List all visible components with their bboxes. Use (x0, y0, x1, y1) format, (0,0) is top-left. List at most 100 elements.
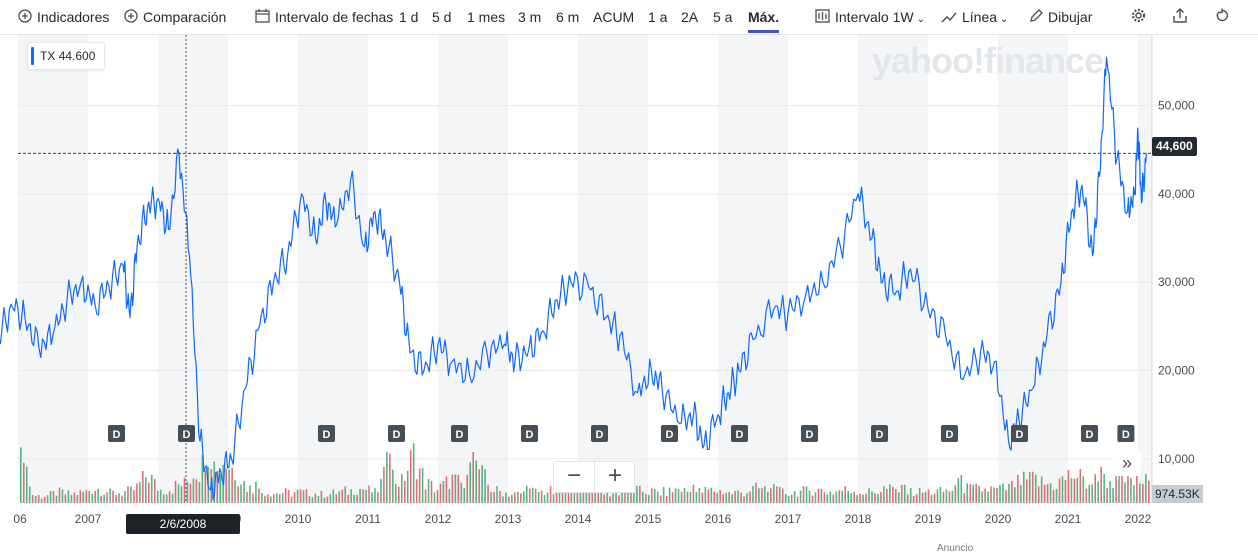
zoom-in-button[interactable]: + (594, 462, 635, 492)
volume-bar (906, 494, 909, 503)
legend-value: 44.600 (58, 49, 96, 63)
interval-button[interactable]: Intervalo 1W ⌄ (815, 0, 925, 34)
volume-bar (341, 489, 344, 503)
range-5d[interactable]: 5 d (432, 9, 452, 25)
dividend-label: D (393, 429, 401, 441)
series-legend[interactable]: TX 44.600 (27, 42, 106, 70)
range-3m[interactable]: 3 m (518, 9, 542, 25)
dividend-marker: D (731, 425, 748, 442)
indicators-button[interactable]: Indicadores (18, 0, 109, 34)
dividend-marker: D (801, 425, 818, 442)
volume-bar (999, 485, 1001, 503)
dividend-marker: D (178, 425, 195, 442)
volume-bar (645, 494, 647, 503)
range-1a[interactable]: 1 a (648, 9, 668, 25)
volume-bar (165, 494, 168, 503)
range-1d[interactable]: 1 d (399, 9, 419, 25)
range-6m[interactable]: 6 m (556, 9, 580, 25)
volume-bar (472, 452, 474, 503)
volume-bar (1100, 466, 1102, 503)
range-1mes[interactable]: 1 mes (467, 9, 506, 25)
volume-bar (37, 494, 40, 503)
comparison-button[interactable]: Comparación (124, 0, 226, 34)
volume-bar (139, 481, 141, 503)
volume-bar (20, 447, 22, 503)
y-tick-label: 40,000 (1158, 187, 1195, 201)
volume-bar (505, 492, 507, 503)
dividend-label: D (1086, 429, 1094, 441)
date-range-label: Intervalo de fechas (275, 9, 394, 25)
volume-bar (787, 496, 790, 503)
volume-bar (58, 487, 61, 503)
volume-bar (177, 484, 180, 503)
volume-bar (1040, 476, 1043, 503)
dividend-marker: D (871, 425, 888, 442)
dividend-badge (1081, 425, 1098, 442)
volume-bar (743, 496, 745, 503)
volume-bar (856, 495, 858, 503)
volume-bar (514, 492, 516, 503)
volume-bar (389, 453, 391, 503)
volume-bar (171, 493, 174, 503)
volume-bar (585, 483, 588, 503)
volume-bar (719, 490, 722, 503)
volume-bar (460, 482, 463, 503)
share-button[interactable] (1173, 0, 1192, 34)
volume-bar (448, 489, 451, 503)
volume-bar (34, 495, 37, 503)
volume-bar (487, 484, 489, 503)
volume-bar (918, 487, 921, 503)
range-5a[interactable]: 5 a (713, 9, 733, 25)
chart-type-button[interactable]: Línea ⌄ (941, 0, 1008, 34)
range-2a[interactable]: 2A (681, 9, 699, 25)
volume-bar (225, 468, 227, 503)
volume-bar (1020, 485, 1022, 503)
volume-bar (1139, 483, 1141, 503)
volume-bar (817, 488, 820, 503)
volume-bar (1037, 486, 1040, 503)
volume-bar (451, 474, 454, 503)
x-tick-label: 2020 (985, 512, 1012, 526)
volume-bar (508, 496, 510, 503)
dividend-label: D (946, 429, 954, 441)
volume-bar (115, 494, 117, 503)
volume-bar (308, 496, 311, 503)
price-chart[interactable]: D D D D D D D D D D D D D D D 10,000 20,000 30,000 40,000… (0, 35, 1258, 556)
volume-bar (147, 482, 150, 503)
y-tick-label: 20,000 (1158, 364, 1195, 378)
volume-bar (859, 493, 861, 503)
settings-button[interactable] (1131, 0, 1151, 34)
draw-button[interactable]: Dibujar (1029, 0, 1092, 34)
volume-bar (847, 490, 849, 503)
volume-bar (749, 491, 751, 503)
range-max[interactable]: Máx. (748, 0, 780, 34)
volume-bar (195, 479, 198, 503)
date-range-button[interactable]: Intervalo de fechas (255, 0, 393, 34)
dividend-badge (1117, 425, 1135, 442)
scroll-right-icon[interactable]: » (1113, 452, 1141, 476)
volume-bar (130, 486, 132, 503)
dividend-label: D (666, 429, 674, 441)
volume-bar (826, 494, 829, 503)
volume-bar (936, 489, 939, 503)
reset-button[interactable] (1215, 0, 1234, 34)
volume-bar (713, 491, 716, 503)
volume-bar (469, 462, 472, 503)
volume-bar (900, 484, 903, 503)
volume-bar (314, 493, 317, 503)
volume-bar (1064, 479, 1067, 503)
volume-bar (525, 485, 528, 503)
x-tick-label: 2018 (845, 512, 872, 526)
volume-bar (88, 490, 91, 503)
volume-bar (439, 483, 442, 503)
dividend-marker: D (661, 425, 678, 442)
volume-bar (517, 491, 519, 503)
zoom-out-button[interactable]: − (566, 462, 581, 489)
year-band (858, 35, 928, 503)
current-price-tag: 44,600 (1152, 137, 1197, 156)
volume-bar (365, 489, 367, 503)
range-acum[interactable]: ACUM (593, 9, 635, 25)
dividend-badge (178, 425, 195, 442)
volume-bar (79, 490, 82, 503)
volume-bar (579, 488, 582, 503)
